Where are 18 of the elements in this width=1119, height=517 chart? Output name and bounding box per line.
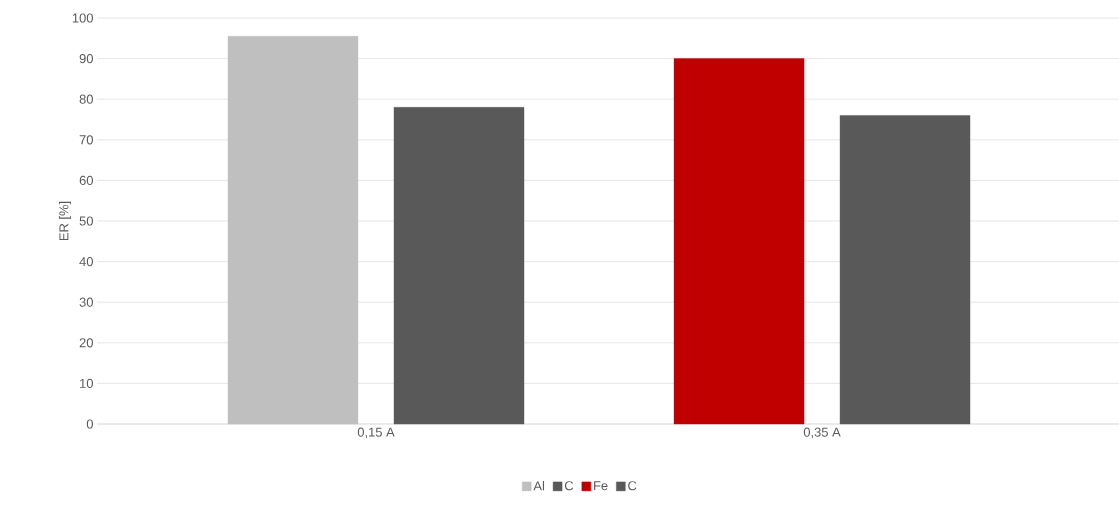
y-tick-label: 40 [79, 257, 93, 267]
y-tick-label: 50 [79, 216, 93, 226]
y-tick-label: 80 [79, 94, 93, 104]
legend-label: C [564, 481, 574, 491]
y-tick-label: 0 [86, 419, 93, 429]
y-tick-label: 70 [79, 135, 93, 145]
y-tick-label: 30 [79, 297, 93, 307]
x-tick-label: 0,35 A [803, 427, 841, 439]
x-tick-label: 0,15 A [357, 427, 395, 439]
legend-label: Al [533, 480, 545, 491]
y-tick-label: 60 [79, 175, 93, 185]
y-tick-label: 10 [80, 378, 93, 388]
legend-label: C [628, 481, 637, 491]
y-tick-label: 90 [79, 54, 93, 64]
y-tick-label: 100 [72, 13, 93, 23]
legend-label: Fe [594, 481, 608, 491]
y-tick-label: 20 [79, 338, 93, 348]
y-axis-title: ER [%] [58, 201, 72, 241]
